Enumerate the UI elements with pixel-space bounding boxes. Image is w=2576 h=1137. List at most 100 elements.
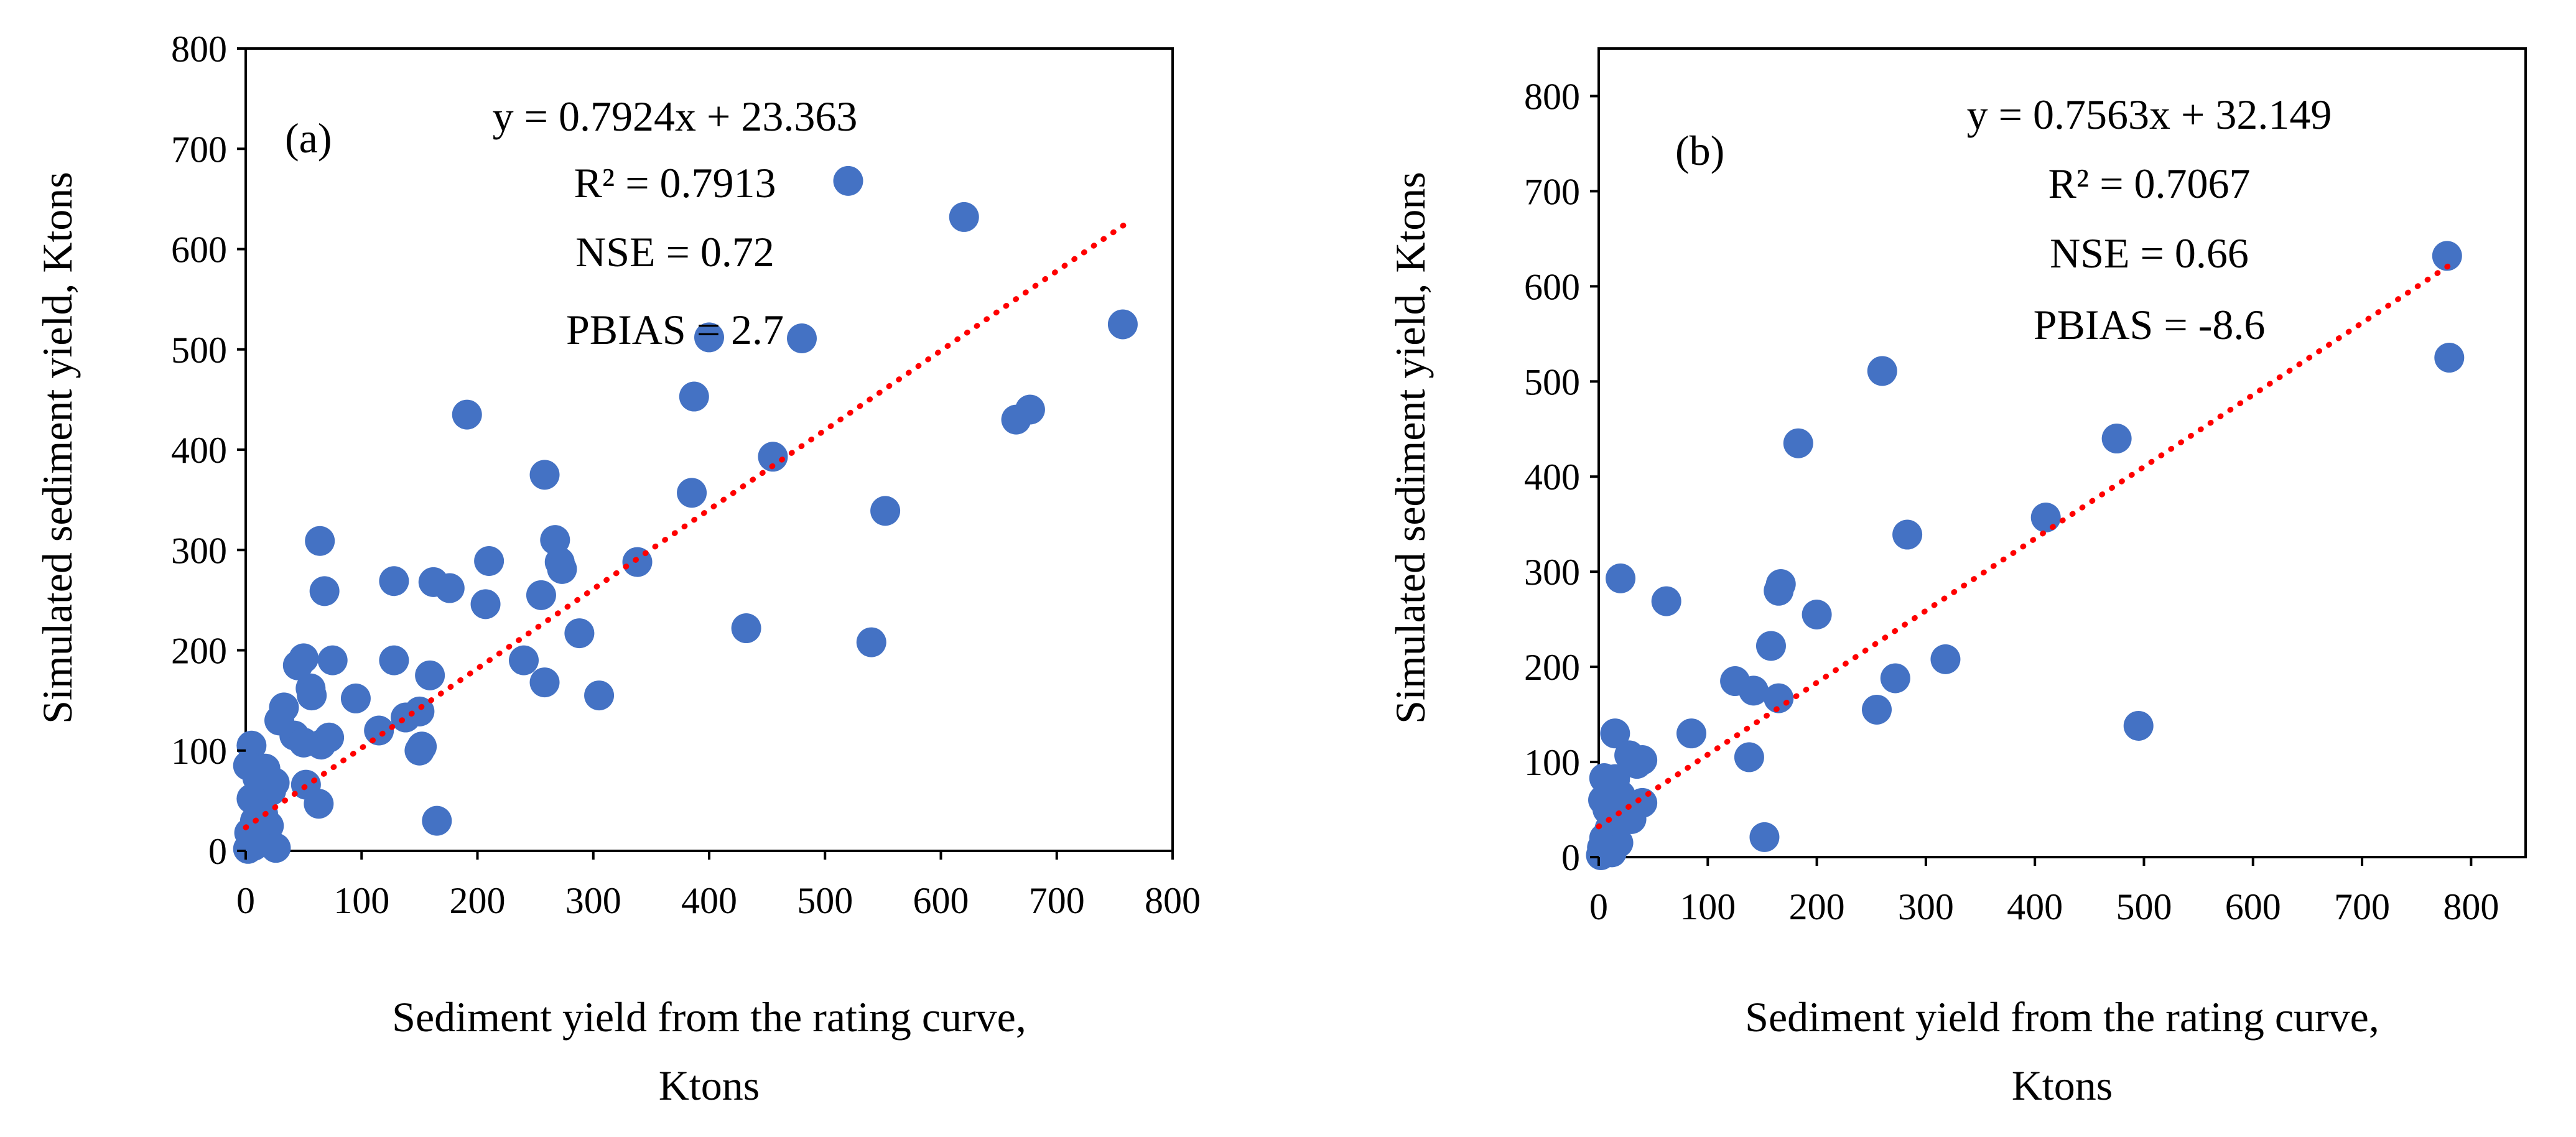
y-tick-label-b: 100 — [1524, 742, 1580, 783]
data-point-a — [407, 731, 437, 762]
data-point-b — [1622, 749, 1652, 779]
x-tick-label-a: 600 — [913, 880, 969, 921]
pbias-a: PBIAS = 2.7 — [566, 306, 784, 353]
x-axis-title-a-line2: Ktons — [659, 1062, 760, 1109]
data-point-a — [415, 660, 445, 690]
equation-a: y = 0.7924x + 23.363 — [493, 93, 858, 140]
data-point-a — [314, 722, 345, 753]
data-point-a — [677, 478, 707, 508]
y-tick-label-b: 300 — [1524, 552, 1580, 593]
data-point-a — [282, 650, 313, 680]
data-point-a — [1107, 309, 1138, 340]
data-point-a — [474, 545, 505, 576]
nse-b: NSE = 0.66 — [2050, 230, 2249, 277]
panel-b: 0 100 200 300 400 500 600 700 800 0 100 200 300 400 5… — [1387, 47, 2527, 1109]
data-point-a — [434, 573, 465, 603]
data-point-a — [364, 715, 394, 746]
data-point-a — [305, 526, 335, 556]
x-tick-label-a: 100 — [333, 880, 389, 921]
y-tick-label-a: 200 — [171, 631, 227, 672]
y-tick-label-a: 400 — [171, 430, 227, 471]
r-squared-b: R² = 0.7067 — [2048, 160, 2250, 207]
data-point-a — [470, 589, 501, 620]
data-point-a — [856, 627, 886, 657]
data-point-b — [1764, 575, 1794, 606]
data-point-a — [317, 645, 348, 675]
data-point-a — [379, 566, 409, 596]
data-point-b — [1755, 631, 1786, 661]
data-point-b — [2101, 424, 2132, 454]
trendline-a-group — [243, 222, 1127, 830]
x-axis-title-b-line1: Sediment yield from the rating curve, — [1745, 993, 2379, 1041]
y-tick-label-b: 0 — [1561, 837, 1580, 878]
x-ticks-a: 0 100 200 300 400 500 600 700 800 — [236, 851, 1201, 921]
data-point-a — [309, 576, 340, 606]
data-point-a — [949, 202, 979, 232]
data-point-b — [2434, 343, 2465, 373]
pbias-b: PBIAS = -8.6 — [2034, 301, 2266, 348]
data-point-a — [731, 613, 761, 644]
y-ticks-b: 0 100 200 300 400 500 600 700 800 — [1524, 76, 1599, 878]
x-tick-label-b: 700 — [2334, 886, 2390, 927]
trendline-a — [243, 222, 1127, 830]
data-point-b — [2123, 710, 2154, 741]
data-point-a — [289, 727, 319, 758]
data-point-a — [758, 442, 788, 472]
data-point-b — [1880, 663, 1910, 694]
x-tick-label-a: 800 — [1145, 880, 1201, 921]
data-point-a — [870, 496, 901, 526]
x-ticks-b: 0 100 200 300 400 500 600 700 800 — [1589, 857, 2499, 927]
y-tick-label-a: 600 — [171, 230, 227, 271]
data-point-a — [379, 645, 409, 675]
data-point-b — [1862, 694, 1892, 725]
y-tick-label-a: 300 — [171, 530, 227, 571]
x-tick-label-a: 400 — [681, 880, 737, 921]
x-tick-label-b: 200 — [1789, 886, 1845, 927]
x-tick-label-a: 700 — [1029, 880, 1085, 921]
plot-area-b — [1597, 47, 2527, 858]
y-axis-title-b: Simulated sediment yield, Ktons — [1387, 172, 1434, 724]
y-tick-label-b: 200 — [1524, 647, 1580, 688]
data-point-b — [1600, 718, 1630, 749]
x-tick-label-b: 800 — [2443, 886, 2499, 927]
y-axis-title-a: Simulated sediment yield, Ktons — [34, 172, 81, 724]
r-squared-a: R² = 0.7913 — [574, 159, 776, 207]
data-point-a — [261, 833, 291, 863]
data-point-a — [529, 667, 560, 698]
y-tick-label-b: 500 — [1524, 361, 1580, 402]
nse-a: NSE = 0.72 — [575, 228, 774, 276]
x-tick-label-a: 500 — [797, 880, 853, 921]
points-b — [1586, 241, 2465, 870]
data-point-a — [833, 165, 863, 196]
data-point-b — [2030, 503, 2061, 532]
x-tick-label-a: 300 — [565, 880, 621, 921]
data-point-b — [1606, 563, 1636, 593]
x-tick-label-b: 500 — [2116, 886, 2172, 927]
x-tick-label-b: 300 — [1898, 886, 1954, 927]
panel-a: 0 100 200 300 400 500 600 700 800 0 100 200 300 400 5… — [34, 29, 1201, 1109]
data-point-b — [2432, 241, 2462, 271]
data-point-b — [1930, 644, 1961, 674]
data-point-b — [1867, 356, 1897, 386]
x-tick-label-b: 600 — [2225, 886, 2281, 927]
x-axis-title-b-line2: Ktons — [2012, 1062, 2113, 1109]
data-point-b — [1651, 586, 1681, 616]
data-point-a — [1015, 394, 1045, 425]
panel-label-b: (b) — [1675, 127, 1724, 174]
data-point-a — [526, 580, 556, 610]
y-tick-label-a: 800 — [171, 29, 227, 70]
y-tick-label-b: 800 — [1524, 76, 1580, 117]
trendline-b — [1596, 262, 2452, 830]
y-tick-label-a: 100 — [171, 731, 227, 772]
data-point-a — [239, 830, 269, 861]
data-point-b — [1676, 718, 1706, 749]
data-point-b — [1593, 834, 1623, 865]
data-point-a — [297, 680, 327, 711]
x-tick-label-b: 100 — [1680, 886, 1736, 927]
data-point-a — [584, 680, 615, 711]
data-point-b — [1749, 822, 1780, 852]
data-point-a — [529, 460, 560, 490]
x-tick-label-a: 0 — [236, 880, 255, 921]
data-point-b — [1802, 600, 1832, 629]
points-a — [233, 165, 1138, 864]
